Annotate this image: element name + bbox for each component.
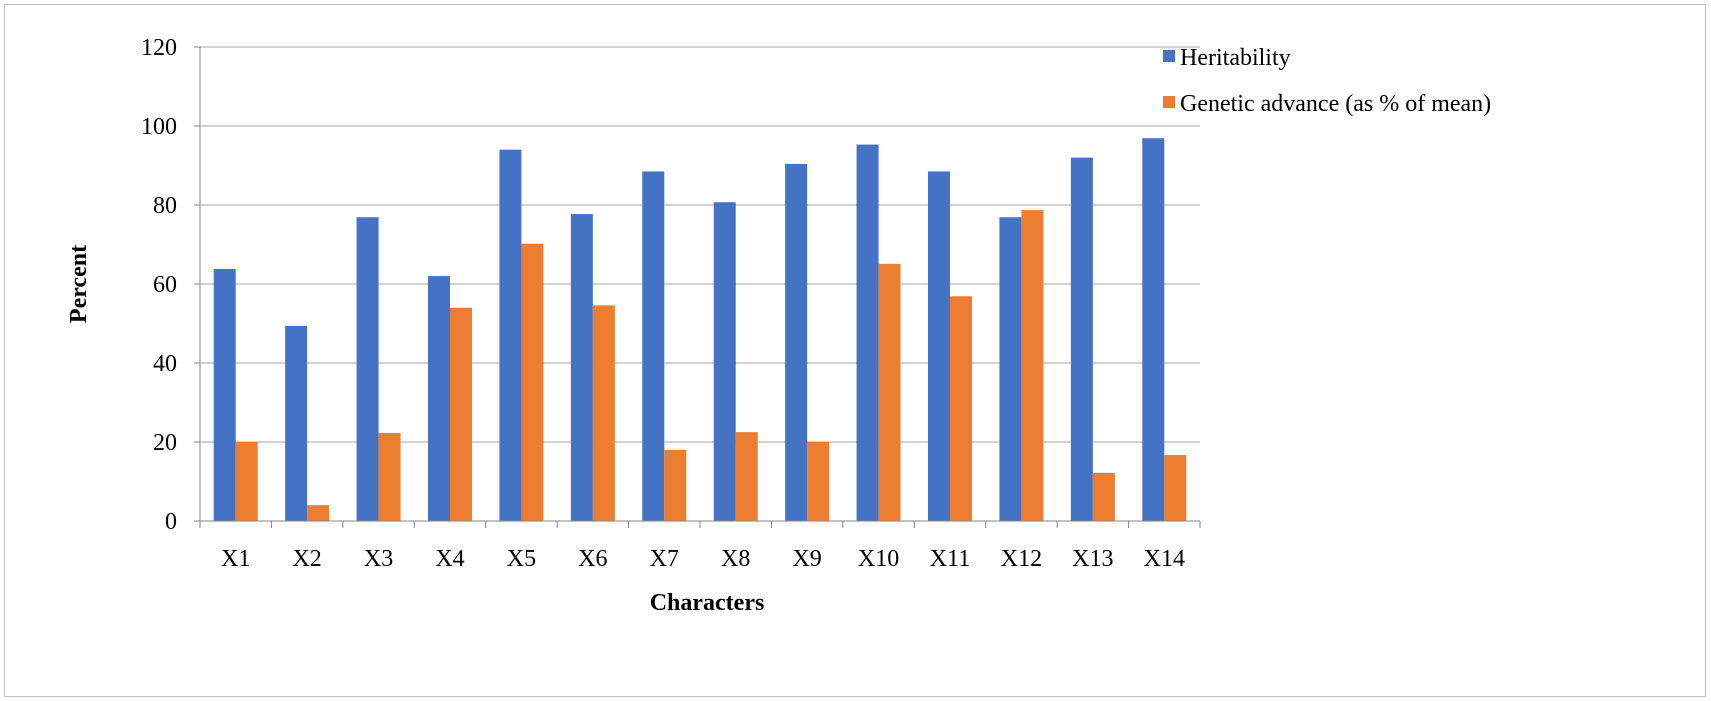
y-tick-label: 20	[153, 430, 177, 456]
bar-heritability-x1	[213, 268, 236, 521]
x-axis-label: Characters	[650, 590, 765, 616]
bar-genetic-advance-x8	[735, 432, 758, 521]
y-tick-label: 120	[141, 35, 177, 61]
chart-border	[4, 4, 1706, 697]
x-tick-label: X9	[792, 546, 821, 572]
bar-heritability-x9	[785, 163, 808, 522]
x-tick-label: X14	[1144, 546, 1185, 572]
x-tick-label: X8	[721, 546, 750, 572]
y-tick-label: 40	[153, 351, 177, 377]
bar-genetic-advance-x7	[664, 449, 687, 521]
legend-swatch	[1163, 96, 1175, 108]
y-tick-label: 100	[141, 114, 177, 140]
legend-label: Genetic advance (as % of mean)	[1180, 91, 1491, 117]
x-tick-label: X6	[578, 546, 607, 572]
legend-label: Heritability	[1180, 45, 1291, 71]
bar-genetic-advance-x4	[450, 307, 472, 521]
bar-heritability-x14	[1142, 138, 1165, 521]
y-axis-label: Percent	[66, 245, 92, 323]
bar-heritability-x13	[1070, 157, 1093, 521]
bar-genetic-advance-x11	[950, 296, 972, 521]
bar-heritability-x6	[570, 214, 593, 521]
bar-genetic-advance-x6	[592, 305, 615, 521]
x-tick-label: X3	[364, 546, 393, 572]
bar-heritability-x7	[642, 171, 665, 522]
bar-heritability-x8	[713, 202, 736, 522]
x-tick-label: X2	[292, 546, 321, 572]
axes: 0 20 40 60 80 100 120 X1 X2 X3 X4 X5 X6 X7 X8 X9 X10 X11 X…	[141, 35, 1201, 572]
gridlines	[200, 46, 1200, 443]
y-tick-label: 80	[153, 193, 177, 219]
legend: Heritability Genetic advance (as % of mea…	[1163, 45, 1491, 117]
bar-heritability-x12	[999, 217, 1022, 521]
x-tick-label: X10	[858, 546, 899, 572]
bar-heritability-x2	[285, 325, 308, 521]
bar-genetic-advance-x9	[807, 442, 830, 521]
x-tick-label: X12	[1001, 546, 1042, 572]
bars	[213, 138, 1187, 522]
x-tick-label: X13	[1072, 546, 1113, 572]
bar-heritability-x5	[499, 149, 522, 521]
bar-heritability-x10	[856, 144, 879, 521]
bar-heritability-x11	[928, 171, 950, 522]
legend-swatch	[1163, 50, 1175, 62]
x-tick-label: X5	[507, 546, 536, 572]
x-tick-label: X4	[435, 546, 464, 572]
bar-genetic-advance-x5	[521, 243, 544, 521]
y-tick-label: 60	[153, 272, 177, 298]
bar-genetic-advance-x1	[235, 442, 258, 521]
bar-genetic-advance-x2	[307, 505, 330, 521]
bar-genetic-advance-x13	[1092, 472, 1115, 521]
x-tick-label: X1	[221, 546, 250, 572]
bar-genetic-advance-x10	[878, 263, 901, 521]
y-tick-label: 0	[165, 509, 177, 535]
bar-genetic-advance-x12	[1021, 210, 1044, 521]
bar-heritability-x3	[356, 217, 379, 521]
bar-heritability-x4	[428, 276, 450, 521]
bar-genetic-advance-x14	[1164, 455, 1187, 521]
x-tick-label: X7	[650, 546, 679, 572]
bar-genetic-advance-x3	[378, 432, 401, 521]
x-tick-label: X11	[930, 546, 970, 572]
